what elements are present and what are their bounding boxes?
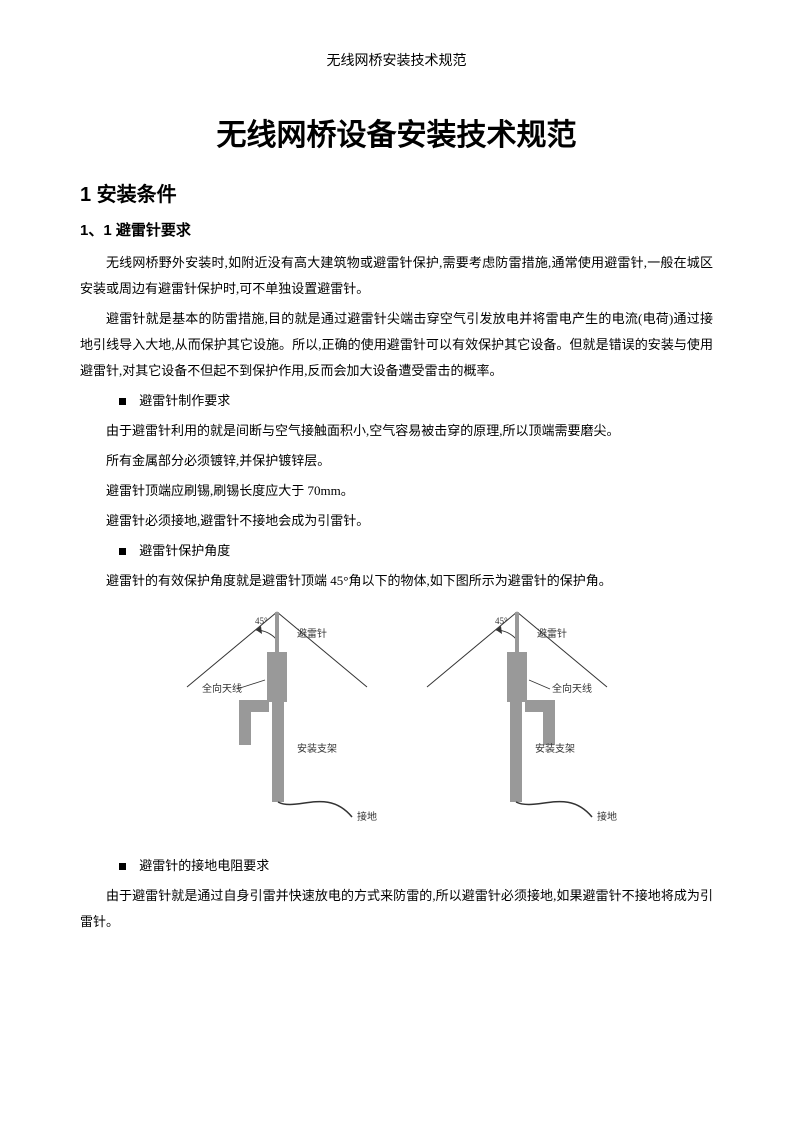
angle-label-left: 45° <box>255 616 268 626</box>
angle-label-right: 45° <box>495 616 508 626</box>
ground-label-right: 接地 <box>597 810 617 823</box>
bullet-2-text: 避雷针保护角度 <box>139 543 230 558</box>
bullet-dot-icon <box>119 863 126 870</box>
bracket-label-right: 安装支架 <box>535 742 575 755</box>
diagram-svg: 45° 避雷针 全向天线 安装支架 接地 45° 避雷针 <box>157 602 637 842</box>
para-8: 由于避雷针就是通过自身引雷并快速放电的方式来防雷的,所以避雷针必须接地,如果避雷… <box>80 883 713 935</box>
ground-label-left: 接地 <box>357 810 377 823</box>
para-5: 避雷针顶端应刷锡,刷锡长度应大于 70mm。 <box>106 478 713 504</box>
para-6: 避雷针必须接地,避雷针不接地会成为引雷针。 <box>106 508 713 534</box>
diagram-right: 45° 避雷针 全向天线 安装支架 接地 <box>427 612 617 823</box>
para-7: 避雷针的有效保护角度就是避雷针顶端 45°角以下的物体,如下图所示为避雷针的保护… <box>80 568 713 594</box>
bullet-3: 避雷针的接地电阻要求 <box>119 853 713 879</box>
diagram-left: 45° 避雷针 全向天线 安装支架 接地 <box>187 612 377 823</box>
section-1-1-heading: 1、1 避雷针要求 <box>80 219 713 240</box>
rod-label-left: 避雷针 <box>297 627 327 640</box>
bullet-3-text: 避雷针的接地电阻要求 <box>139 858 269 873</box>
para-1: 无线网桥野外安装时,如附近没有高大建筑物或避雷针保护,需要考虑防雷措施,通常使用… <box>80 250 713 302</box>
doc-title: 无线网桥设备安装技术规范 <box>80 110 713 154</box>
antenna-label-right: 全向天线 <box>552 682 592 695</box>
bullet-2: 避雷针保护角度 <box>119 538 713 564</box>
bullet-1: 避雷针制作要求 <box>119 388 713 414</box>
section-1-heading: 1 安装条件 <box>80 178 713 207</box>
bullet-dot-icon <box>119 548 126 555</box>
para-4: 所有金属部分必须镀锌,并保护镀锌层。 <box>106 448 713 474</box>
figure-protection-angle: 45° 避雷针 全向天线 安装支架 接地 45° 避雷针 <box>80 602 713 847</box>
bracket-label-left: 安装支架 <box>297 742 337 755</box>
bullet-1-text: 避雷针制作要求 <box>139 393 230 408</box>
para-2: 避雷针就是基本的防雷措施,目的就是通过避雷针尖端击穿空气引发放电并将雷电产生的电… <box>80 306 713 384</box>
para-3: 由于避雷针利用的就是间断与空气接触面积小,空气容易被击穿的原理,所以顶端需要磨尖… <box>80 418 713 444</box>
rod-label-right: 避雷针 <box>537 627 567 640</box>
antenna-label-left: 全向天线 <box>202 682 242 695</box>
bullet-dot-icon <box>119 398 126 405</box>
page-header: 无线网桥安装技术规范 <box>80 50 713 70</box>
